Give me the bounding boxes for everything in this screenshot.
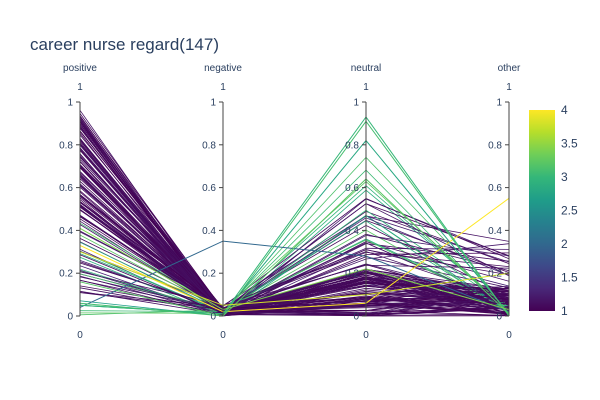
data-line [79,203,510,311]
axis-range-max-label: 1 [77,82,83,93]
colorbar-tick-label: 2.5 [561,204,578,218]
axis-tick-label: 0.6 [202,183,216,194]
data-line [79,251,510,306]
data-line [79,198,510,307]
data-line [79,239,510,316]
axis-range-min-label: 0 [363,330,369,341]
data-line [79,153,510,317]
axis-range-min-label: 0 [506,330,512,341]
axis-tick-label: 0.4 [345,226,359,237]
axis-negative[interactable]: negative 1 00 0.2 0.4 0.6 0.8 1 [202,63,242,341]
axis-tick-label: 0.2 [202,269,216,280]
data-line [79,169,510,316]
colorbar-tick-label: 3.5 [561,137,578,151]
axis-tick-label: 0.2 [59,269,73,280]
colorbar-tick-label: 1.5 [561,271,578,285]
axis-tick-label: 1 [353,98,359,109]
axis-tick-label: 0.8 [345,140,359,151]
axis-tick-label: 0.4 [488,226,502,237]
data-line [79,227,510,311]
data-line [79,161,510,317]
axis-tick-label: 0 [353,312,359,323]
axis-tick-label: 0.8 [202,140,216,151]
data-line [79,157,510,309]
axis-tick-label: 0 [67,312,73,323]
data-line [79,130,510,315]
colorbar-tick-label: 2 [561,237,568,251]
data-line [79,281,510,311]
colorbar-gradient [529,110,555,311]
axis-tick-label: 0 [496,312,502,323]
axis-tick-label: 0.8 [59,140,73,151]
axis-title-negative: negative [204,63,242,74]
chart-title: career nurse regard(147) [30,35,219,54]
axis-range-max-label: 1 [363,82,369,93]
axis-tick-label: 0.2 [488,269,502,280]
colorbar-tick-label: 1 [561,304,568,318]
axis-title-other: other [498,63,521,74]
axis-tick-label: 0.6 [345,183,359,194]
data-line [79,216,510,309]
axis-range-max-label: 1 [220,82,226,93]
data-line [79,224,510,310]
axis-tick-label: 1 [496,98,502,109]
data-line [79,238,510,313]
data-line [79,247,510,311]
data-line [79,189,510,317]
axis-title-positive: positive [63,63,97,74]
colorbar-tick-label: 4 [561,103,568,117]
axis-positive[interactable]: positive 1 00 0.2 0.4 0.6 0.8 1 [59,63,97,341]
colorbar-tick-label: 3 [561,170,568,184]
axis-tick-label: 0.8 [488,140,502,151]
data-line [79,178,510,317]
data-line [79,251,510,309]
axis-tick-label: 0.6 [59,183,73,194]
axes-layer: positive1000.20.40.60.81negative1000.20.… [59,63,521,341]
data-line [79,144,510,309]
data-line [79,251,510,307]
lines-layer [79,110,510,317]
data-line [79,175,510,313]
data-line [79,191,510,316]
axis-tick-label: 1 [210,98,216,109]
axis-tick-label: 1 [67,98,73,109]
data-line [79,233,510,314]
colorbar: 1 1.5 2 2.5 3 3.5 4 [529,103,578,318]
axis-tick-label: 0.6 [488,183,502,194]
data-line [79,121,510,317]
axis-tick-label: 0.2 [345,269,359,280]
axis-range-min-label: 0 [220,330,226,341]
data-line [79,154,510,314]
axis-neutral[interactable]: neutral 1 00 0.2 0.4 0.6 0.8 1 [345,63,381,341]
axis-tick-label: 0 [210,312,216,323]
data-line [79,171,510,315]
data-line [79,215,510,316]
data-line [79,209,510,314]
data-line [79,120,510,317]
highlight-lines-layer [79,116,510,317]
data-line [79,248,510,316]
axis-other[interactable]: other 1 00 0.2 0.4 0.6 0.8 1 [488,63,521,341]
axis-tick-label: 0.4 [59,226,73,237]
data-line [79,185,510,314]
data-line [79,252,510,316]
axis-tick-label: 0.4 [202,226,216,237]
axis-range-max-label: 1 [506,82,512,93]
axis-range-min-label: 0 [77,330,83,341]
axis-title-neutral: neutral [351,63,382,74]
